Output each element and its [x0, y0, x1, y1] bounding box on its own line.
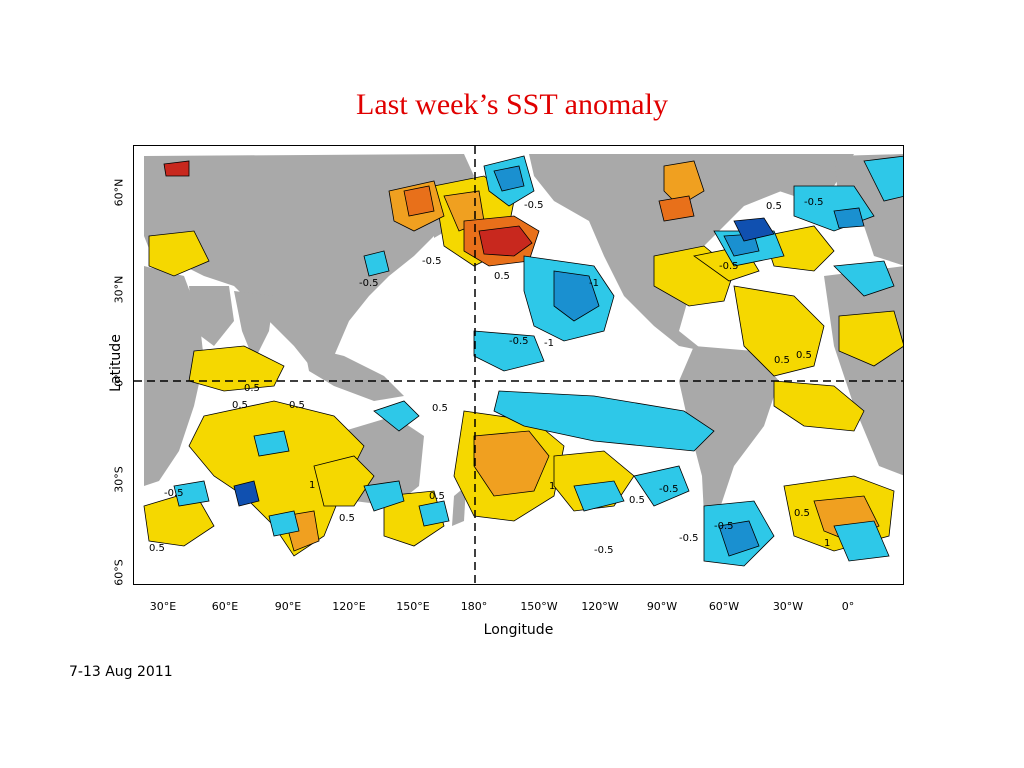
contour-label: 0.5 — [432, 403, 448, 414]
landmass-se-asia — [304, 346, 404, 401]
contour-label: 0.5 — [339, 513, 355, 524]
contour-label: -0.5 — [164, 488, 184, 499]
landmass-india — [234, 291, 274, 361]
x-tick-label: 150°E — [396, 600, 430, 613]
slide-title: Last week’s SST anomaly — [356, 88, 668, 121]
y-tick-label: 30°N — [112, 275, 126, 304]
contour-label: 0.5 — [766, 201, 782, 212]
contour-label: 1 — [549, 481, 555, 492]
x-tick-label: 180° — [460, 600, 488, 613]
y-tick-label: 60°S — [112, 559, 126, 586]
contour-label: -0.5 — [594, 545, 614, 556]
x-tick-label: 120°E — [332, 600, 366, 613]
contour-label: 1 — [824, 538, 830, 549]
contour-label: -0.5 — [509, 336, 529, 347]
y-tick-label: 60°N — [112, 178, 126, 207]
contour-label: 0.5 — [244, 383, 260, 394]
warm-anomaly-extreme — [163, 160, 533, 257]
contour-label: 0.5 — [794, 508, 810, 519]
contour-label: 0.5 — [429, 491, 445, 502]
contour-labels: -0.5 -0.5 0.5 -0.5 -1 -0.5 -1 0.5 0.5 0.… — [149, 197, 830, 556]
contour-label: -0.5 — [804, 197, 824, 208]
cool-anomaly-mid — [493, 165, 865, 557]
contour-label: -0.5 — [422, 256, 442, 267]
landmass-africa — [144, 266, 204, 486]
contour-label: 0.5 — [796, 350, 812, 361]
contour-label: 1 — [309, 480, 315, 491]
contour-label: -0.5 — [659, 484, 679, 495]
x-tick-label: 90°E — [274, 600, 302, 613]
contour-label: -0.5 — [679, 533, 699, 544]
contour-label: -0.5 — [719, 261, 739, 272]
contour-label: -0.5 — [359, 278, 379, 289]
landmass-greenland — [744, 154, 854, 196]
y-tick-label: 30°S — [112, 466, 126, 493]
x-tick-label: 30°W — [772, 600, 804, 613]
x-tick-label: 60°E — [211, 600, 239, 613]
x-tick-label: 150°W — [520, 600, 558, 613]
map-canvas: -0.5 -0.5 0.5 -0.5 -1 -0.5 -1 0.5 0.5 0.… — [134, 146, 903, 584]
contour-label: 0.5 — [289, 400, 305, 411]
x-tick-label: 60°W — [708, 600, 740, 613]
contour-label: -0.5 — [714, 521, 734, 532]
contour-label: 0.5 — [629, 495, 645, 506]
date-range-label: 7-13 Aug 2011 — [69, 664, 173, 680]
x-tick-label: 120°W — [581, 600, 619, 613]
x-tick-label: 0° — [841, 600, 855, 613]
contour-label: -1 — [589, 278, 599, 289]
landmass-new-zealand — [452, 486, 466, 526]
contour-label: 0.5 — [494, 271, 510, 282]
landmass-south-america — [679, 346, 779, 516]
landmass-west-africa — [824, 266, 903, 476]
cool-anomaly-weak — [173, 155, 903, 567]
x-tick-label: 90°W — [646, 600, 678, 613]
contour-label: -0.5 — [524, 200, 544, 211]
contour-label: 0.5 — [774, 355, 790, 366]
contour-label: 0.5 — [149, 543, 165, 554]
sst-anomaly-map: -0.5 -0.5 0.5 -0.5 -1 -0.5 -1 0.5 0.5 0.… — [133, 145, 904, 585]
cool-anomaly-strong — [233, 217, 775, 507]
contour-label: -1 — [544, 338, 554, 349]
x-tick-label: 30°E — [149, 600, 177, 613]
contour-label: 0.5 — [232, 400, 248, 411]
y-axis-title: Latitude — [108, 334, 124, 392]
x-axis-title: Longitude — [483, 622, 554, 638]
